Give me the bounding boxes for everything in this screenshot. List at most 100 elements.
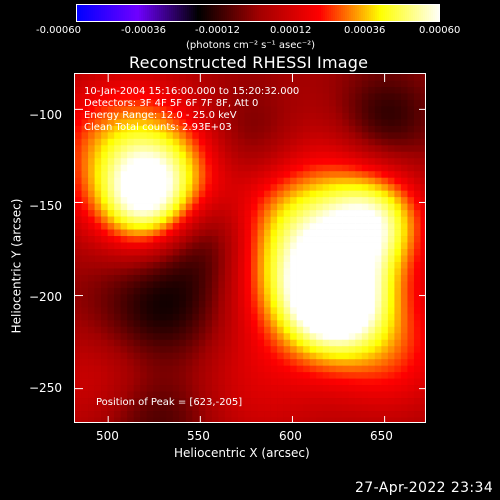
heatmap-cell <box>342 190 350 198</box>
heatmap-cell <box>374 313 382 321</box>
heatmap-cell <box>420 184 425 192</box>
heatmap-cell <box>153 287 161 295</box>
heatmap-cell <box>140 391 148 399</box>
heatmap-cell <box>146 86 154 94</box>
heatmap-cell <box>185 74 193 81</box>
heatmap-cell <box>257 398 265 405</box>
heatmap-cell <box>394 352 402 360</box>
heatmap-cell <box>251 236 258 243</box>
heatmap-cell <box>107 287 115 295</box>
heatmap-cell <box>198 398 206 405</box>
heatmap-cell <box>309 210 317 217</box>
heatmap-cell <box>342 274 350 282</box>
heatmap-cell <box>153 145 161 153</box>
heatmap-cell <box>166 112 174 120</box>
heatmap-cell <box>329 74 337 81</box>
heatmap-cell <box>413 339 421 347</box>
colorbar-segment <box>135 5 138 21</box>
heatmap-cell <box>407 398 415 405</box>
heatmap-cell <box>316 417 324 422</box>
heatmap-cell <box>172 203 180 211</box>
heatmap-cell <box>114 119 121 127</box>
heatmap-cell <box>146 171 154 179</box>
heatmap-cell <box>205 320 213 328</box>
heatmap-cell <box>400 216 408 224</box>
colorbar-segment <box>211 5 214 21</box>
heatmap-cell <box>329 404 337 412</box>
heatmap-cell <box>394 145 402 153</box>
heatmap-cell <box>251 151 258 159</box>
heatmap-cell <box>81 313 89 321</box>
heatmap-cell <box>322 151 330 159</box>
heatmap-cell <box>257 197 265 204</box>
heatmap-cell <box>211 106 219 114</box>
heatmap-cell <box>205 359 213 367</box>
colorbar-segment <box>435 5 438 21</box>
heatmap-cell <box>296 106 304 114</box>
heatmap-cell <box>296 339 304 347</box>
heatmap-cell <box>107 320 115 328</box>
heatmap-cell <box>342 112 350 120</box>
heatmap-cell <box>179 294 187 302</box>
heatmap-cell <box>335 216 343 224</box>
heatmap-cell <box>107 249 115 256</box>
heatmap-cell <box>303 339 311 347</box>
heatmap-cell <box>75 236 82 243</box>
heatmap-cell <box>374 261 382 269</box>
heatmap-cell <box>355 378 363 386</box>
heatmap-cell <box>413 106 421 114</box>
heatmap-cell <box>270 372 278 379</box>
heatmap-cell <box>322 229 330 237</box>
heatmap-cell <box>107 210 115 217</box>
heatmap-cell <box>166 287 174 295</box>
heatmap-cell <box>303 171 311 179</box>
heatmap-cell <box>192 404 200 412</box>
heatmap-cell <box>400 112 408 120</box>
heatmap-cell <box>374 417 382 422</box>
heatmap-cell <box>192 391 200 399</box>
heatmap-cell <box>296 93 304 101</box>
heatmap-cell <box>133 216 141 224</box>
heatmap-cell <box>101 177 108 185</box>
colorbar-segment <box>245 5 248 21</box>
heatmap-cell <box>355 352 363 360</box>
heatmap-cell <box>185 268 193 276</box>
heatmap-cell <box>270 249 278 256</box>
heatmap-cell <box>75 184 82 192</box>
heatmap-cell <box>192 171 200 179</box>
heatmap-cell <box>355 190 363 198</box>
heatmap-cell <box>185 307 193 315</box>
heatmap-cell <box>283 268 291 276</box>
heatmap-cell <box>290 242 297 250</box>
heatmap-cell <box>133 249 141 256</box>
heatmap-cell <box>264 229 271 237</box>
heatmap-cell <box>303 365 311 373</box>
heatmap-cell <box>237 352 245 360</box>
heatmap-cell <box>407 300 415 308</box>
heatmap-cell <box>290 197 297 204</box>
heatmap-cell <box>322 346 330 354</box>
heatmap-cell <box>296 274 304 282</box>
heatmap-cell <box>88 119 95 127</box>
heatmap-cell <box>322 197 330 204</box>
heatmap-cell <box>244 333 252 341</box>
heatmap-cell <box>329 391 337 399</box>
heatmap-cell <box>114 359 121 367</box>
heatmap-cell <box>198 333 206 341</box>
heatmap-cell <box>290 268 297 276</box>
heatmap-cell <box>277 365 284 373</box>
heatmap-cell <box>101 210 108 217</box>
heatmap-cell <box>348 216 356 224</box>
heatmap-cell <box>166 229 174 237</box>
heatmap-cell <box>218 385 226 392</box>
heatmap-cell <box>290 249 297 256</box>
heatmap-cell <box>127 210 135 217</box>
heatmap-cell <box>101 119 108 127</box>
heatmap-cell <box>88 346 95 354</box>
heatmap-cell <box>198 74 206 81</box>
heatmap-cell <box>114 404 121 412</box>
heatmap-cell <box>133 300 141 308</box>
heatmap-cell <box>218 320 226 328</box>
heatmap-cell <box>290 125 297 133</box>
heatmap-cell <box>237 372 245 379</box>
